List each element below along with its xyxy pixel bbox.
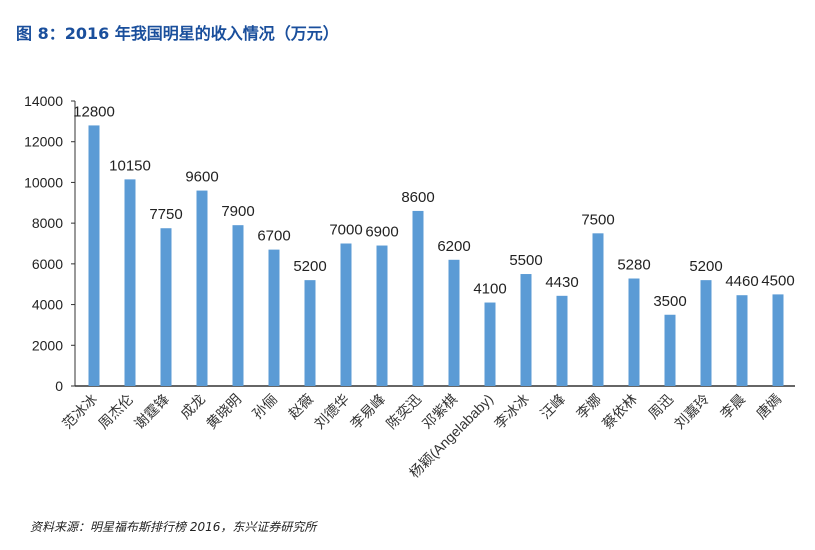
x-tick-label: 孙俪	[249, 391, 280, 422]
y-tick-label: 2000	[32, 337, 63, 353]
bar	[448, 259, 460, 386]
data-label: 10150	[109, 157, 151, 174]
x-tick-label: 谢霆锋	[131, 391, 172, 432]
y-tick-label: 8000	[32, 215, 63, 231]
data-label: 9600	[185, 169, 218, 186]
y-tick-label: 14000	[24, 93, 63, 109]
bar	[412, 210, 424, 386]
x-tick-label: 周杰伦	[95, 391, 136, 432]
bar	[520, 274, 532, 386]
bar	[376, 245, 388, 386]
data-label: 7500	[581, 211, 614, 228]
bar	[736, 295, 748, 386]
bar	[700, 280, 712, 386]
bar	[772, 294, 784, 386]
data-label: 4430	[545, 274, 578, 291]
data-label: 6200	[437, 238, 470, 255]
x-tick-label: 汪峰	[537, 391, 568, 422]
bar	[268, 249, 280, 386]
x-tick-label: 陈奕迅	[383, 391, 424, 432]
bar	[160, 228, 172, 386]
bar	[196, 190, 208, 386]
y-tick-label: 10000	[24, 174, 63, 190]
y-tick-label: 12000	[24, 134, 63, 150]
x-tick-label: 唐嫣	[753, 391, 784, 422]
data-label: 7000	[329, 222, 362, 239]
data-label: 5200	[689, 258, 722, 275]
data-label: 12800	[73, 103, 115, 120]
data-label: 6700	[257, 228, 290, 245]
chart-title: 图 8：2016 年我国明星的收入情况（万元）	[16, 24, 339, 43]
data-label: 8600	[401, 189, 434, 206]
x-tick-label: 李冰冰	[491, 391, 532, 432]
bar	[88, 125, 100, 386]
bar	[556, 295, 568, 386]
y-tick-label: 0	[55, 378, 63, 394]
data-label: 5200	[293, 258, 326, 275]
bar	[664, 314, 676, 386]
data-label: 7900	[221, 203, 254, 220]
source-note: 资料来源：明星福布斯排行榜 2016，东兴证券研究所	[30, 520, 317, 534]
bar	[340, 243, 352, 386]
x-tick-label: 蔡依林	[599, 391, 640, 432]
data-label: 4460	[725, 273, 758, 290]
data-label: 5280	[617, 257, 650, 274]
bar	[628, 278, 640, 386]
x-tick-label: 刘嘉玲	[671, 391, 712, 432]
bar	[484, 302, 496, 386]
bar	[232, 225, 244, 386]
x-tick-label: 黄晓明	[203, 391, 244, 432]
x-tick-label: 李晨	[717, 391, 748, 422]
bar	[304, 280, 316, 386]
data-label: 3500	[653, 293, 686, 310]
y-tick-label: 4000	[32, 297, 63, 313]
x-tick-label: 李易峰	[347, 391, 388, 432]
y-tick-label: 6000	[32, 256, 63, 272]
data-label: 4500	[761, 272, 794, 289]
bar	[592, 233, 604, 386]
x-tick-label: 李娜	[573, 391, 604, 422]
x-tick-label: 周迅	[645, 391, 676, 422]
data-label: 4100	[473, 281, 506, 298]
data-label: 7750	[149, 206, 182, 223]
data-label: 5500	[509, 252, 542, 269]
x-tick-label: 赵薇	[285, 391, 316, 422]
x-tick-label: 范冰冰	[59, 391, 100, 432]
x-tick-label: 刘德华	[311, 391, 352, 432]
data-label: 6900	[365, 224, 398, 241]
x-tick-label: 成龙	[177, 391, 208, 422]
bar	[124, 179, 136, 386]
